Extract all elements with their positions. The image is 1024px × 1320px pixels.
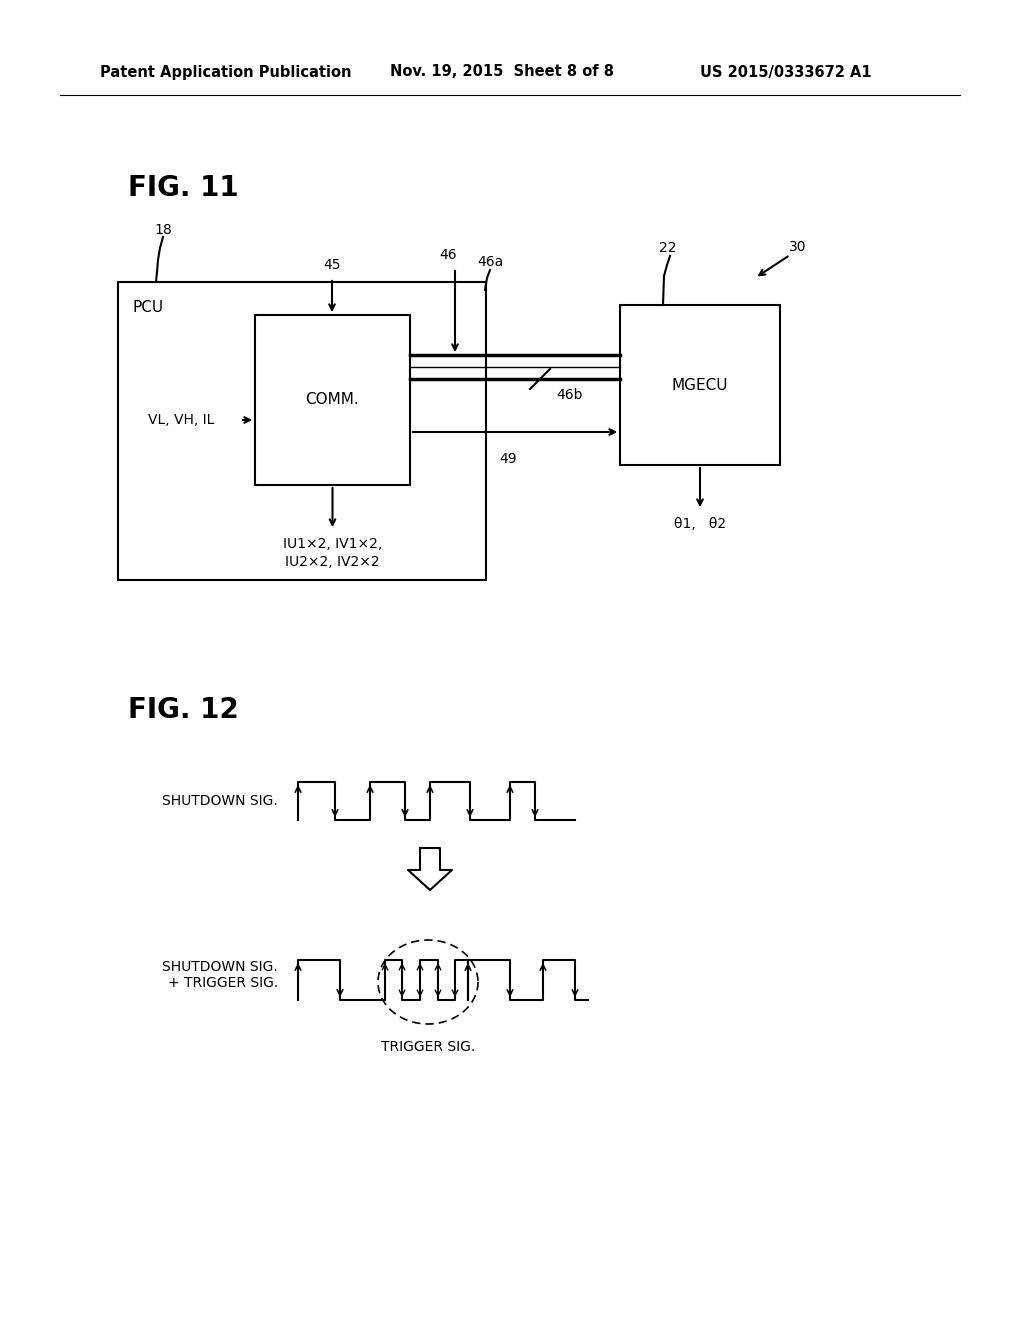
- Text: US 2015/0333672 A1: US 2015/0333672 A1: [700, 65, 871, 79]
- Text: 49: 49: [499, 451, 517, 466]
- Text: 18: 18: [155, 223, 172, 238]
- Text: 46: 46: [439, 248, 457, 261]
- Text: IU2×2, IV2×2: IU2×2, IV2×2: [286, 554, 380, 569]
- Text: SHUTDOWN SIG.
+ TRIGGER SIG.: SHUTDOWN SIG. + TRIGGER SIG.: [162, 960, 278, 990]
- Text: IU1×2, IV1×2,: IU1×2, IV1×2,: [283, 537, 382, 550]
- Text: 30: 30: [790, 240, 807, 253]
- Text: COMM.: COMM.: [305, 392, 359, 408]
- Text: Nov. 19, 2015  Sheet 8 of 8: Nov. 19, 2015 Sheet 8 of 8: [390, 65, 614, 79]
- Bar: [255, 315, 410, 484]
- Text: FIG. 11: FIG. 11: [128, 174, 239, 202]
- Text: 46b: 46b: [556, 388, 583, 403]
- Bar: [620, 305, 780, 465]
- Text: 22: 22: [659, 242, 677, 255]
- Text: PCU: PCU: [132, 300, 163, 315]
- Text: FIG. 12: FIG. 12: [128, 696, 239, 723]
- Text: MGECU: MGECU: [672, 378, 728, 392]
- Text: θ1,   θ2: θ1, θ2: [674, 517, 726, 531]
- Text: SHUTDOWN SIG.: SHUTDOWN SIG.: [162, 795, 278, 808]
- Text: 45: 45: [324, 257, 341, 272]
- Bar: [118, 282, 486, 579]
- Text: VL, VH, IL: VL, VH, IL: [148, 413, 214, 426]
- Text: 46a: 46a: [477, 255, 503, 269]
- Text: TRIGGER SIG.: TRIGGER SIG.: [381, 1040, 475, 1053]
- Text: Patent Application Publication: Patent Application Publication: [100, 65, 351, 79]
- Polygon shape: [408, 847, 452, 890]
